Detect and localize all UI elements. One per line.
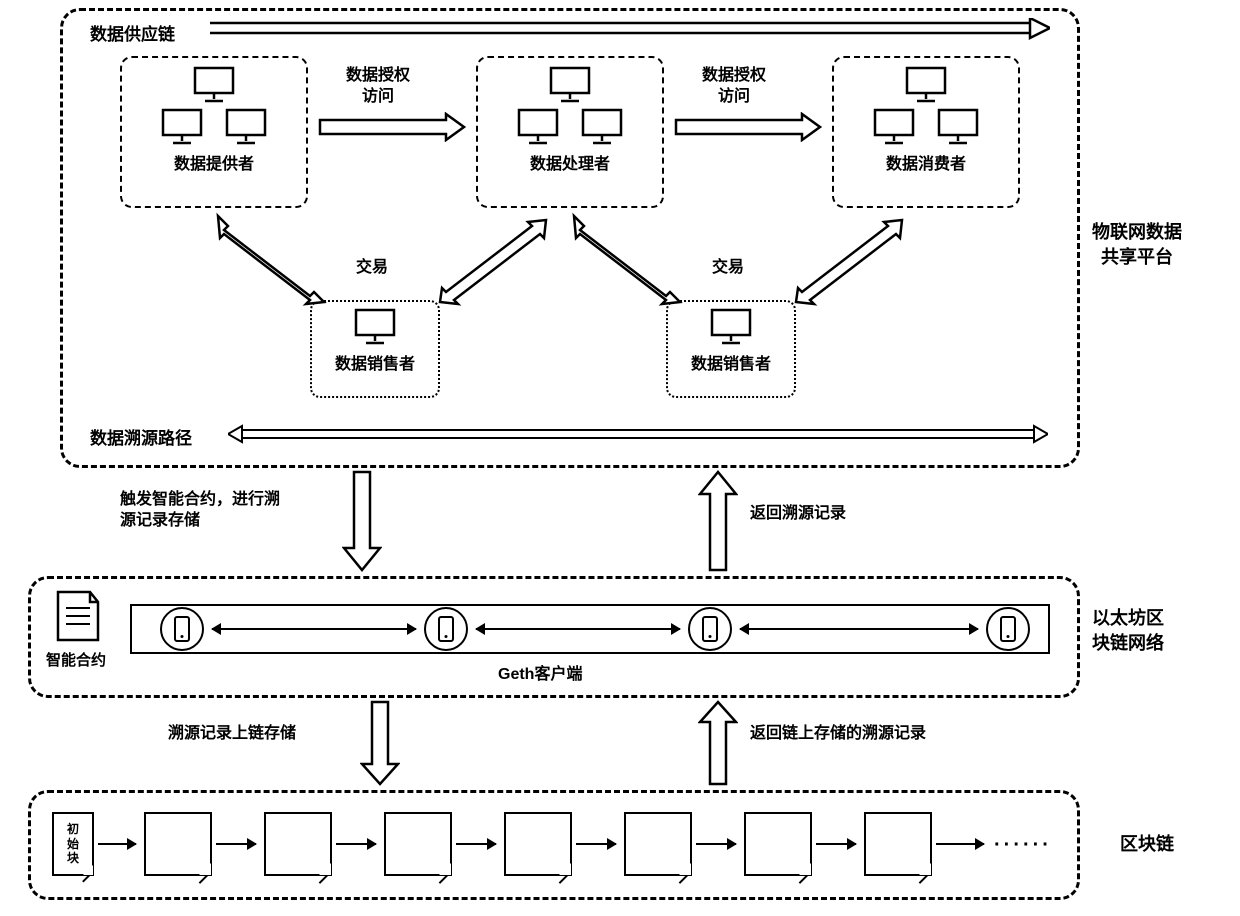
provider-to-seller1 bbox=[210, 210, 330, 310]
auth-arrow-2 bbox=[674, 112, 822, 142]
trigger-arrow bbox=[342, 470, 382, 572]
phone-icon bbox=[174, 616, 190, 642]
chain-link-2 bbox=[336, 843, 376, 845]
chain-link-5 bbox=[696, 843, 736, 845]
auth2-label: 数据授权 访问 bbox=[702, 66, 766, 108]
monitor-icon bbox=[161, 108, 203, 146]
seller2-title: 数据销售者 bbox=[691, 350, 771, 374]
processor-title: 数据处理者 bbox=[530, 150, 610, 174]
geth-node-4 bbox=[986, 607, 1030, 651]
seller2-to-consumer bbox=[788, 210, 908, 310]
chain-link-6 bbox=[816, 843, 856, 845]
geth-link-2 bbox=[476, 628, 680, 630]
block-1 bbox=[144, 812, 212, 876]
return-stored-arrow bbox=[698, 700, 738, 786]
data-consumer-box: 数据消费者 bbox=[832, 56, 1020, 208]
smart-contract-icon: 智能合约 bbox=[46, 590, 106, 670]
supply-chain-label: 数据供应链 bbox=[90, 20, 175, 45]
block-3 bbox=[384, 812, 452, 876]
geth-node-2 bbox=[424, 607, 468, 651]
monitor-icon bbox=[549, 66, 591, 104]
block-7 bbox=[864, 812, 932, 876]
return-trace-label: 返回溯源记录 bbox=[750, 504, 846, 525]
block-6 bbox=[744, 812, 812, 876]
data-seller1-box: 数据销售者 bbox=[310, 300, 440, 398]
contract-label: 智能合约 bbox=[46, 649, 106, 670]
data-seller2-box: 数据销售者 bbox=[666, 300, 796, 398]
geth-node-1 bbox=[160, 607, 204, 651]
trade2-label: 交易 bbox=[712, 258, 744, 279]
monitor-icon bbox=[517, 108, 559, 146]
platform-label: 物联网数据 共享平台 bbox=[1092, 220, 1182, 270]
monitor-icon bbox=[937, 108, 979, 146]
trace-path-arrow bbox=[228, 424, 1048, 446]
monitor-icon bbox=[873, 108, 915, 146]
data-processor-box: 数据处理者 bbox=[476, 56, 664, 208]
ethereum-label: 以太坊区 块链网络 bbox=[1092, 606, 1164, 656]
consumer-title: 数据消费者 bbox=[886, 150, 966, 174]
monitor-icon bbox=[354, 308, 396, 346]
chain-link-0 bbox=[98, 843, 136, 845]
phone-icon bbox=[438, 616, 454, 642]
onchain-label: 溯源记录上链存储 bbox=[168, 724, 296, 745]
trigger-label: 触发智能合约，进行溯 源记录存储 bbox=[120, 490, 280, 532]
chain-dots: ······ bbox=[994, 834, 1052, 857]
provider-title: 数据提供者 bbox=[174, 150, 254, 174]
chain-link-7 bbox=[936, 843, 984, 845]
chain-link-1 bbox=[216, 843, 256, 845]
geth-label: Geth客户端 bbox=[498, 660, 582, 684]
monitor-icon bbox=[710, 308, 752, 346]
auth1-label: 数据授权 访问 bbox=[346, 66, 410, 108]
block-2 bbox=[264, 812, 332, 876]
geth-link-1 bbox=[212, 628, 416, 630]
trace-path-label: 数据溯源路径 bbox=[90, 424, 192, 449]
phone-icon bbox=[702, 616, 718, 642]
return-trace-arrow bbox=[698, 470, 738, 572]
chain-link-3 bbox=[456, 843, 496, 845]
phone-icon bbox=[1000, 616, 1016, 642]
return-stored-label: 返回链上存储的溯源记录 bbox=[750, 724, 926, 745]
chain-link-4 bbox=[576, 843, 616, 845]
supply-chain-arrow bbox=[210, 18, 1050, 40]
processor-to-seller2 bbox=[566, 210, 686, 310]
auth-arrow-1 bbox=[318, 112, 466, 142]
monitor-icon bbox=[581, 108, 623, 146]
monitor-icon bbox=[193, 66, 235, 104]
geth-link-3 bbox=[740, 628, 978, 630]
trade1-label: 交易 bbox=[356, 258, 388, 279]
blockchain-label: 区块链 bbox=[1120, 832, 1174, 857]
data-provider-box: 数据提供者 bbox=[120, 56, 308, 208]
block-4 bbox=[504, 812, 572, 876]
monitor-icon bbox=[905, 66, 947, 104]
monitor-icon bbox=[225, 108, 267, 146]
onchain-arrow bbox=[360, 700, 400, 786]
seller1-to-processor bbox=[432, 210, 552, 310]
genesis-block: 初 始 块 bbox=[52, 812, 94, 876]
block-5 bbox=[624, 812, 692, 876]
seller1-title: 数据销售者 bbox=[335, 350, 415, 374]
geth-node-3 bbox=[688, 607, 732, 651]
